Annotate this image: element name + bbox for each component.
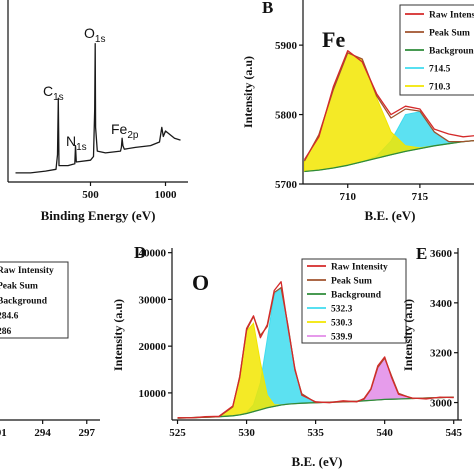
peak-annotation: C	[43, 83, 53, 99]
legend-label: 286	[0, 327, 12, 337]
panel: 3000 3200 3400 3600 Intensity (a.u) E	[401, 244, 459, 420]
legend-label: Background	[331, 291, 382, 301]
series-line	[15, 43, 181, 174]
element-label: O	[192, 270, 209, 295]
x-tick-label: 297	[79, 427, 96, 439]
peak-annotation-subscript: 1s	[53, 92, 64, 103]
legend-label: 530.3	[331, 319, 353, 329]
series-line	[303, 50, 474, 161]
y-tick-label: 40000	[139, 248, 167, 260]
x-tick-label: 291	[0, 427, 7, 439]
legend-label: Peak Sum	[0, 281, 38, 291]
peak-annotation-subscript: 1s	[76, 142, 87, 153]
x-tick-label: 294	[34, 427, 51, 439]
y-tick-label: 3400	[430, 298, 453, 310]
x-axis-label: B.E. (eV)	[365, 208, 416, 223]
legend-label: Peak Sum	[331, 277, 372, 287]
legend-box	[399, 4, 474, 96]
series-line	[177, 281, 454, 419]
y-tick-label: 10000	[139, 388, 167, 400]
panel-letter: D	[134, 243, 146, 262]
panel-letter: B	[262, 0, 273, 17]
y-tick-label: 3600	[430, 248, 453, 260]
series-line	[304, 139, 474, 173]
panel-letter: E	[416, 244, 427, 263]
y-tick-label: 5800	[275, 110, 298, 122]
series-line	[303, 52, 474, 162]
legend-label: Raw Intensity	[429, 11, 474, 21]
y-axis-label: Intensity (a.u)	[241, 56, 255, 128]
panel: 710 715 5700 5800 5900 B.E. (eV) Intensity (a.…	[241, 0, 474, 223]
y-tick-label: 20000	[139, 341, 167, 353]
y-tick-label: 3200	[430, 348, 453, 360]
y-tick-label: 5900	[275, 40, 298, 52]
x-tick-label: 500	[82, 189, 99, 201]
y-tick-label: 5700	[275, 179, 298, 191]
peak-annotation-subscript: 1s	[95, 34, 106, 45]
legend-label: Raw Intensity	[331, 263, 388, 273]
legend-box	[301, 258, 407, 344]
x-tick-label: 715	[412, 191, 429, 203]
x-tick-label: 710	[339, 191, 356, 203]
legend-label: 539.9	[331, 333, 353, 343]
legend-label: 710.3	[429, 83, 451, 93]
y-tick-label: 3000	[430, 398, 453, 410]
legend-box	[0, 261, 69, 339]
x-tick-label: 525	[169, 427, 186, 439]
x-tick-label: 540	[376, 427, 393, 439]
legend-label: Background	[0, 297, 48, 307]
plot-area	[177, 281, 454, 419]
x-tick-label: 545	[445, 427, 462, 439]
element-label: Fe	[322, 27, 345, 52]
y-axis-label: Intensity (a.u)	[111, 299, 125, 371]
panel: 525 530 535 540 545 10000 20000 30000 40000 B.E. …	[111, 243, 462, 469]
peak-annotation-subscript: 2p	[127, 130, 139, 141]
panel: 291 294 297 Raw Intensity Peak Sum Background…	[0, 261, 100, 439]
legend-label: Peak Sum	[429, 29, 470, 39]
legend-label: 714.5	[429, 65, 451, 75]
series-line	[177, 396, 454, 419]
x-tick-label: 535	[307, 427, 324, 439]
x-tick-label: 1000	[155, 189, 178, 201]
peak-annotation: Fe	[111, 121, 128, 137]
legend-label: Raw Intensity	[0, 266, 54, 276]
peak-annotation: O	[84, 25, 95, 41]
legend-label: 284.6	[0, 312, 19, 322]
y-axis-label: Intensity (a.u)	[401, 299, 415, 371]
legend-label: Background	[429, 47, 474, 57]
x-axis-label: Binding Energy (eV)	[41, 208, 156, 223]
peak-annotation: N	[66, 133, 76, 149]
plot-area	[303, 50, 474, 173]
x-tick-label: 530	[238, 427, 255, 439]
y-tick-label: 30000	[139, 294, 167, 306]
legend-label: 532.3	[331, 305, 353, 315]
x-axis-label: B.E. (eV)	[292, 454, 343, 469]
plot-area	[15, 43, 181, 174]
